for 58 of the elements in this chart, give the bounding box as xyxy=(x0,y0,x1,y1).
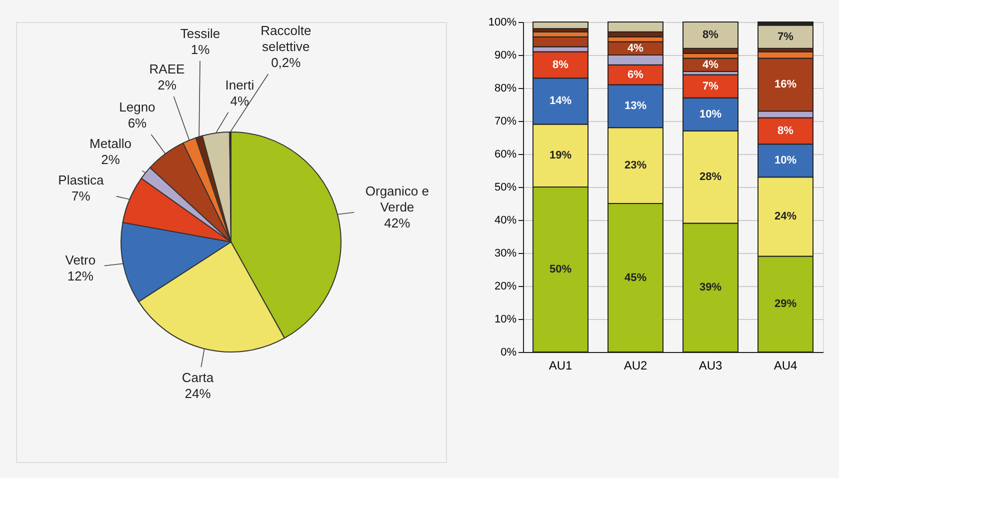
data-label: 1% xyxy=(190,42,210,57)
slice-label: Carta xyxy=(182,370,214,386)
y-tick-label: 80% xyxy=(494,82,517,94)
data-label: 19% xyxy=(549,150,572,162)
x-tick-label: AU3 xyxy=(698,358,722,372)
slice-label: Tessile xyxy=(180,26,220,41)
x-tick-label: AU2 xyxy=(624,358,648,372)
data-label: 28% xyxy=(699,171,722,184)
x-tick-label: AU4 xyxy=(774,358,798,372)
y-tick-label: 60% xyxy=(494,148,517,160)
y-tick-label: 30% xyxy=(494,248,517,260)
data-label: 24% xyxy=(184,386,212,402)
data-label: 7% xyxy=(702,80,719,92)
data-label: 23% xyxy=(624,160,647,172)
data-label: 13% xyxy=(624,100,647,112)
y-tick-label: 0% xyxy=(500,346,517,358)
data-label: 45% xyxy=(624,272,647,284)
data-label: 42% xyxy=(384,215,411,230)
y-tick-label: 50% xyxy=(494,182,517,194)
data-label: 7% xyxy=(778,30,794,43)
data-label: 0,2% xyxy=(271,55,302,70)
data-label: 10% xyxy=(699,108,722,120)
data-label: 50% xyxy=(549,264,572,276)
slice-label: Plastica xyxy=(58,172,104,188)
data-label: 39% xyxy=(699,282,722,294)
slice-label: Raccolte selettive xyxy=(260,23,312,54)
data-label: 24% xyxy=(774,210,797,223)
slice-label: Organico e Verde xyxy=(365,183,429,214)
data-label: 16% xyxy=(774,78,797,91)
y-tick-label: 70% xyxy=(494,116,517,128)
data-label: 14% xyxy=(549,95,572,108)
y-tick-label: 90% xyxy=(494,50,517,62)
slice-label: Vetro xyxy=(65,252,96,268)
x-tick-label: AU1 xyxy=(548,358,572,372)
data-label: 7% xyxy=(72,188,91,204)
data-label: 12% xyxy=(67,268,94,284)
data-label: 6% xyxy=(628,68,644,81)
data-label: 10% xyxy=(774,154,797,167)
bar xyxy=(758,24,814,49)
data-label: 2% xyxy=(158,78,177,93)
data-label: 4% xyxy=(702,58,719,71)
slice-label: Metallo xyxy=(90,136,132,152)
slice-label: RAEE xyxy=(149,62,186,77)
data-label: 8% xyxy=(702,29,719,42)
data-label: 8% xyxy=(778,124,794,137)
y-tick-label: 100% xyxy=(488,16,517,28)
y-tick-label: 20% xyxy=(494,280,517,292)
data-label: 6% xyxy=(128,116,148,131)
data-label: 4% xyxy=(230,93,250,108)
y-tick-label: 10% xyxy=(494,314,517,326)
bar xyxy=(532,22,588,30)
data-label: 2% xyxy=(101,152,120,168)
slice-label: Inerti xyxy=(225,77,254,92)
y-tick-label: 40% xyxy=(494,214,517,226)
data-label: 8% xyxy=(552,58,569,71)
data-label: 29% xyxy=(774,298,797,310)
data-label: 4% xyxy=(628,42,644,54)
slice-label: Legno xyxy=(119,100,156,115)
